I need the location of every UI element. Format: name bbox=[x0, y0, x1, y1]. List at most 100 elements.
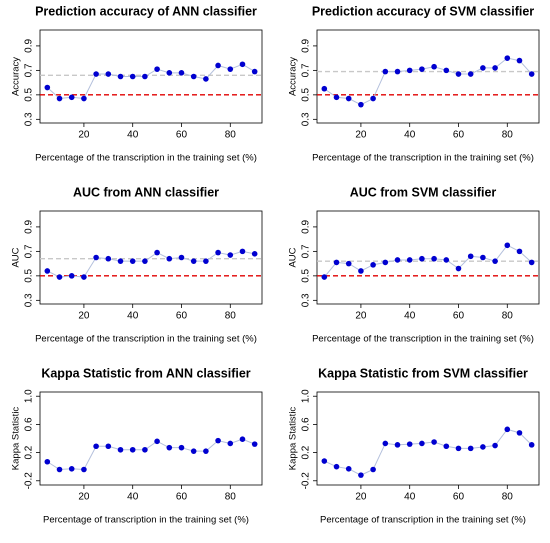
data-point bbox=[93, 443, 99, 450]
data-point bbox=[227, 440, 234, 447]
y-tick-label: 0.7 bbox=[301, 244, 312, 258]
y-tick-label: -0.2 bbox=[24, 472, 35, 490]
series-line bbox=[47, 438, 255, 471]
x-tick-label: 80 bbox=[225, 311, 237, 322]
data-point bbox=[215, 62, 221, 69]
data-point bbox=[105, 255, 112, 262]
data-point bbox=[406, 441, 413, 447]
data-point bbox=[431, 255, 437, 262]
x-tick-label: 20 bbox=[78, 311, 90, 322]
data-point bbox=[81, 274, 87, 280]
data-point bbox=[443, 67, 450, 74]
data-point bbox=[154, 66, 160, 72]
data-point bbox=[227, 66, 234, 72]
y-tick-label: 0.7 bbox=[24, 244, 35, 258]
data-point bbox=[516, 57, 523, 64]
y-tick-label: 0.3 bbox=[24, 112, 35, 126]
x-tick-label: 40 bbox=[404, 492, 416, 503]
data-point bbox=[93, 71, 99, 77]
data-point bbox=[129, 73, 136, 80]
data-point bbox=[382, 259, 389, 266]
x-tick-label: 60 bbox=[453, 311, 465, 322]
data-point bbox=[93, 254, 99, 261]
y-tick-label: -0.2 bbox=[301, 472, 312, 490]
x-tick-label: 20 bbox=[355, 492, 367, 503]
data-point bbox=[251, 441, 258, 447]
data-point bbox=[166, 70, 173, 76]
data-point bbox=[117, 258, 124, 264]
y-tick-label: 0.7 bbox=[301, 63, 312, 77]
plot-box bbox=[316, 391, 540, 486]
panel-title: Prediction accuracy of SVM classifier bbox=[312, 4, 534, 18]
data-point bbox=[44, 458, 51, 465]
data-point bbox=[105, 443, 112, 450]
y-axis-label: Kappa Statistic bbox=[288, 407, 299, 471]
panel-title: Kappa Statistic from SVM classifier bbox=[318, 366, 528, 380]
y-axis-label: AUC bbox=[288, 247, 299, 267]
y-tick-label: 0.9 bbox=[24, 220, 35, 234]
x-tick-label: 20 bbox=[355, 130, 367, 141]
data-point bbox=[370, 466, 376, 473]
data-point bbox=[239, 248, 246, 255]
data-point bbox=[394, 68, 401, 75]
panel-title: Prediction accuracy of ANN classifier bbox=[35, 4, 257, 18]
y-tick-label: 0.9 bbox=[301, 220, 312, 234]
x-tick-label: 80 bbox=[502, 492, 514, 503]
y-tick-label: 0.5 bbox=[24, 268, 35, 282]
data-point bbox=[492, 442, 498, 449]
data-point bbox=[431, 63, 437, 70]
panel: Prediction accuracy of ANN classifier 20 4… bbox=[11, 4, 263, 164]
data-point bbox=[215, 249, 221, 256]
series-line bbox=[47, 250, 255, 278]
series-line bbox=[324, 57, 533, 106]
data-point bbox=[44, 84, 51, 91]
data-point bbox=[467, 253, 474, 260]
panel: Kappa Statistic from SVM classifier 20 40 6… bbox=[288, 366, 540, 526]
data-point bbox=[358, 268, 364, 274]
series-line bbox=[46, 63, 255, 100]
data-point bbox=[504, 55, 511, 61]
y-axis-label: Kappa Statistic bbox=[11, 407, 22, 471]
data-point bbox=[190, 73, 197, 80]
data-point bbox=[480, 444, 486, 450]
plot-box bbox=[39, 29, 263, 124]
x-tick-label: 60 bbox=[453, 130, 465, 141]
data-point bbox=[382, 440, 389, 447]
plot-box bbox=[316, 210, 540, 305]
x-tick-label: 20 bbox=[355, 311, 367, 322]
data-point bbox=[178, 254, 185, 261]
y-tick-label: 0.3 bbox=[301, 112, 312, 126]
x-tick-label: 40 bbox=[127, 311, 139, 322]
x-axis-label: Percentage of the transcription in the t… bbox=[312, 153, 534, 164]
data-point bbox=[227, 252, 234, 258]
y-tick-label: 0.5 bbox=[24, 87, 35, 101]
x-axis-label: Percentage of the transcription in the t… bbox=[35, 153, 257, 164]
data-point bbox=[358, 101, 364, 108]
data-point bbox=[394, 442, 401, 448]
y-tick-label: 0.3 bbox=[24, 293, 35, 307]
data-point bbox=[504, 426, 511, 433]
y-tick-label: 1.0 bbox=[301, 389, 312, 403]
y-tick-label: 0.9 bbox=[24, 39, 35, 53]
x-axis-label: Percentage of the transcription in the t… bbox=[35, 334, 257, 345]
y-tick-label: 0.6 bbox=[24, 417, 35, 431]
data-point bbox=[178, 70, 185, 76]
data-point bbox=[321, 274, 328, 280]
data-point bbox=[321, 458, 328, 464]
data-point bbox=[321, 85, 328, 92]
data-point bbox=[56, 466, 63, 473]
x-tick-label: 80 bbox=[502, 130, 514, 141]
data-point bbox=[178, 444, 185, 451]
data-point bbox=[239, 436, 246, 443]
data-point bbox=[81, 95, 87, 102]
data-point bbox=[419, 440, 425, 447]
y-axis-label: Accuracy bbox=[288, 57, 299, 96]
data-point bbox=[467, 445, 474, 452]
data-point bbox=[528, 71, 535, 77]
series-line bbox=[323, 244, 533, 278]
x-axis-label: Percentage of transcription in the train… bbox=[43, 515, 249, 526]
x-tick-label: 60 bbox=[176, 311, 188, 322]
data-point bbox=[443, 257, 450, 263]
data-point bbox=[129, 258, 136, 264]
data-point bbox=[370, 262, 376, 268]
